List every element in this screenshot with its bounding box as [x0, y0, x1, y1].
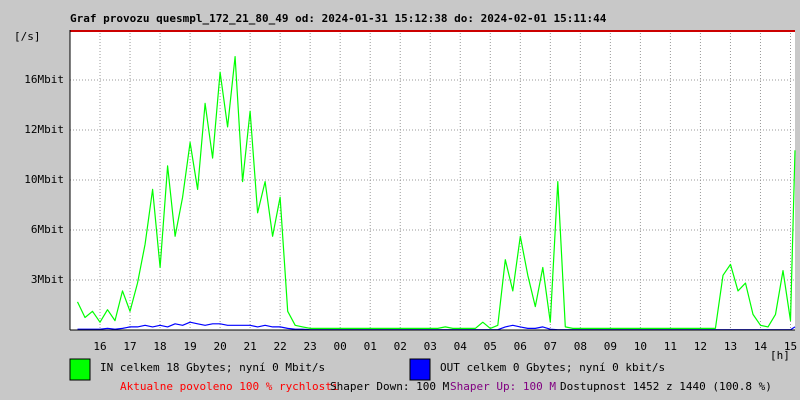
grid — [70, 30, 795, 330]
footer-note: Aktualne povoleno 100 % rychlosti — [120, 380, 339, 393]
x-tick-label: 10 — [634, 340, 647, 353]
legend-swatch — [69, 358, 91, 381]
y-tick-label: 12Mbit — [24, 123, 64, 136]
x-tick-label: 16 — [93, 340, 106, 353]
x-tick-label: 15 — [784, 340, 797, 353]
x-tick-label: 01 — [364, 340, 377, 353]
x-axis-label: [h] — [770, 349, 790, 362]
x-tick-label: 07 — [544, 340, 557, 353]
legend-label: IN celkem 18 Gbytes; nyní 0 Mbit/s — [100, 361, 325, 374]
footer-note: Dostupnost 1452 z 1440 (100.8 %) — [560, 380, 772, 393]
y-tick-label: 16Mbit — [24, 73, 64, 86]
y-axis-label: [/s] — [14, 30, 41, 43]
x-tick-label: 00 — [334, 340, 347, 353]
x-tick-label: 22 — [274, 340, 287, 353]
y-tick-label: 10Mbit — [24, 173, 64, 186]
footer: Aktualne povoleno 100 % rychlostiShaper … — [120, 380, 772, 393]
footer-note: Shaper Down: 100 M — [330, 380, 450, 393]
x-tick-label: 12 — [694, 340, 707, 353]
series-line — [76, 56, 796, 329]
x-tick-label: 19 — [183, 340, 196, 353]
x-tick-label: 17 — [123, 340, 136, 353]
legend-swatch — [409, 358, 431, 381]
legend-label: OUT celkem 0 Gbytes; nyní 0 kbit/s — [440, 361, 665, 374]
x-tick-label: 23 — [304, 340, 317, 353]
x-tick-label: 06 — [514, 340, 527, 353]
x-tick-label: 13 — [724, 340, 737, 353]
x-tick-label: 18 — [153, 340, 166, 353]
x-tick-label: 14 — [754, 340, 768, 353]
x-tick-label: 08 — [574, 340, 587, 353]
chart-title: Graf provozu quesmpl_172_21_80_49 od: 20… — [70, 12, 607, 25]
x-tick-label: 05 — [484, 340, 497, 353]
x-tick-label: 20 — [213, 340, 226, 353]
x-tick-label: 04 — [454, 340, 468, 353]
y-tick-label: 3Mbit — [31, 273, 64, 286]
x-tick-label: 09 — [604, 340, 617, 353]
footer-note: Shaper Up: 100 M — [450, 380, 556, 393]
legend: IN celkem 18 Gbytes; nyní 0 Mbit/s OUT ce… — [69, 358, 665, 381]
x-tick-label: 03 — [424, 340, 437, 353]
x-tick-label: 02 — [394, 340, 407, 353]
x-tick-label: 11 — [664, 340, 677, 353]
y-tick-label: 6Mbit — [31, 223, 64, 236]
x-tick-label: 21 — [243, 340, 256, 353]
